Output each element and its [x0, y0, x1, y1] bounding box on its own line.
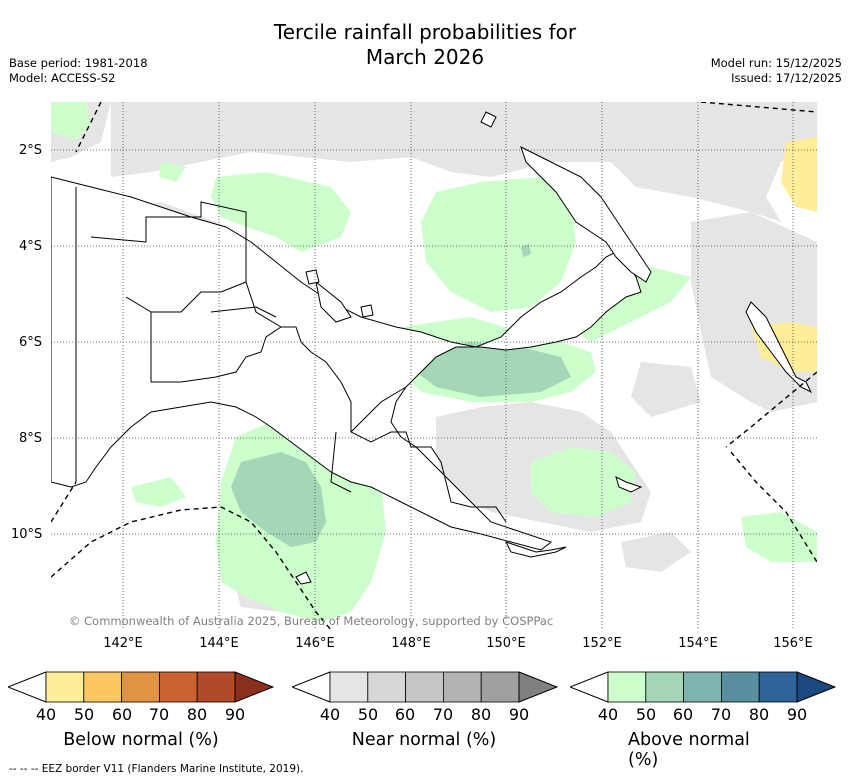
coastlines [51, 111, 813, 585]
cb0-tick-80: 80 [186, 705, 208, 724]
cb1-tick-50: 50 [357, 705, 379, 724]
x-label-144e: 144°E [199, 636, 239, 651]
colorbar-title-near: Near normal (%) [351, 730, 497, 750]
colorbar-segment [196, 671, 236, 703]
title-line-2: March 2026 [365, 45, 485, 69]
cb2-tick-50: 50 [635, 705, 657, 724]
x-label-150e: 150°E [486, 636, 526, 651]
colorbar-lower-extension [570, 671, 609, 703]
x-label-152e: 152°E [582, 636, 622, 651]
eez-borders [51, 102, 817, 630]
x-label-154e: 154°E [678, 636, 718, 651]
colorbar-segment [83, 671, 123, 703]
colorbar-lower-extension [292, 671, 331, 703]
x-label-148e: 148°E [391, 636, 431, 651]
colorbar-segment [158, 671, 198, 703]
cb0-tick-90: 90 [224, 705, 246, 724]
x-label-142e: 142°E [103, 636, 143, 651]
colorbar-upper-extension [796, 671, 836, 703]
colorbar-segment [645, 671, 685, 703]
eez-footer-note: -- -- -- EEZ border V11 (Flanders Marine… [9, 763, 304, 775]
colorbar-segment [121, 671, 160, 703]
cb1-tick-60: 60 [394, 705, 416, 724]
model-text: Model: ACCESS-S2 [9, 71, 116, 85]
colorbar-lower-extension [8, 671, 47, 703]
colorbar-segment [480, 671, 520, 703]
cb1-tick-40: 40 [319, 705, 341, 724]
cb1-tick-90: 90 [508, 705, 530, 724]
gridlines [51, 102, 817, 630]
colorbar-segment [45, 671, 85, 703]
above-normal-50-regions [231, 244, 571, 547]
cb0-tick-40: 40 [35, 705, 57, 724]
colorbar-above-normal [570, 671, 836, 703]
colorbar-segment [720, 671, 760, 703]
colorbar-upper-extension [234, 671, 274, 703]
issued-text: Issued: 17/12/2025 [731, 71, 842, 85]
y-label-4s: 4°S [19, 239, 43, 254]
y-label-6s: 6°S [19, 335, 43, 350]
cb2-tick-60: 60 [672, 705, 694, 724]
forecast-map [51, 102, 817, 630]
base-period-text: Base period: 1981-2018 [9, 56, 148, 70]
y-label-2s: 2°S [19, 143, 43, 158]
colorbar-segment [329, 671, 369, 703]
cb2-tick-80: 80 [748, 705, 770, 724]
model-run-text: Model run: 15/12/2025 [710, 56, 842, 70]
colorbar-near-normal [292, 671, 558, 703]
cb0-tick-70: 70 [148, 705, 170, 724]
colorbar-segment [442, 671, 482, 703]
colorbar-segment [683, 671, 722, 703]
y-label-8s: 8°S [19, 431, 43, 446]
cb1-tick-80: 80 [470, 705, 492, 724]
left-metadata: Base period: 1981-2018 Model: ACCESS-S2 [9, 56, 148, 86]
cb0-tick-50: 50 [73, 705, 95, 724]
y-label-10s: 10°S [11, 527, 43, 542]
x-label-146e: 146°E [295, 636, 335, 651]
title-line-1: Tercile rainfall probabilities for [273, 20, 577, 44]
colorbar-below-normal [8, 671, 274, 703]
cb2-tick-70: 70 [710, 705, 732, 724]
x-label-156e: 156°E [773, 636, 813, 651]
cb2-tick-40: 40 [597, 705, 619, 724]
map-title: Tercile rainfall probabilities for March… [0, 20, 850, 70]
colorbar-segment [758, 671, 798, 703]
province-borders [75, 187, 507, 523]
cb2-tick-90: 90 [786, 705, 808, 724]
colorbar-segment [607, 671, 647, 703]
copyright-text: © Commonwealth of Australia 2025, Bureau… [69, 614, 554, 628]
colorbar-segment [367, 671, 407, 703]
colorbar-segment [405, 671, 444, 703]
right-metadata: Model run: 15/12/2025 Issued: 17/12/2025 [711, 56, 842, 86]
cb1-tick-70: 70 [432, 705, 454, 724]
cb0-tick-60: 60 [111, 705, 133, 724]
colorbar-upper-extension [518, 671, 558, 703]
colorbar-title-below: Below normal (%) [63, 730, 219, 750]
colorbar-title-above: Above normal (%) [628, 730, 750, 770]
